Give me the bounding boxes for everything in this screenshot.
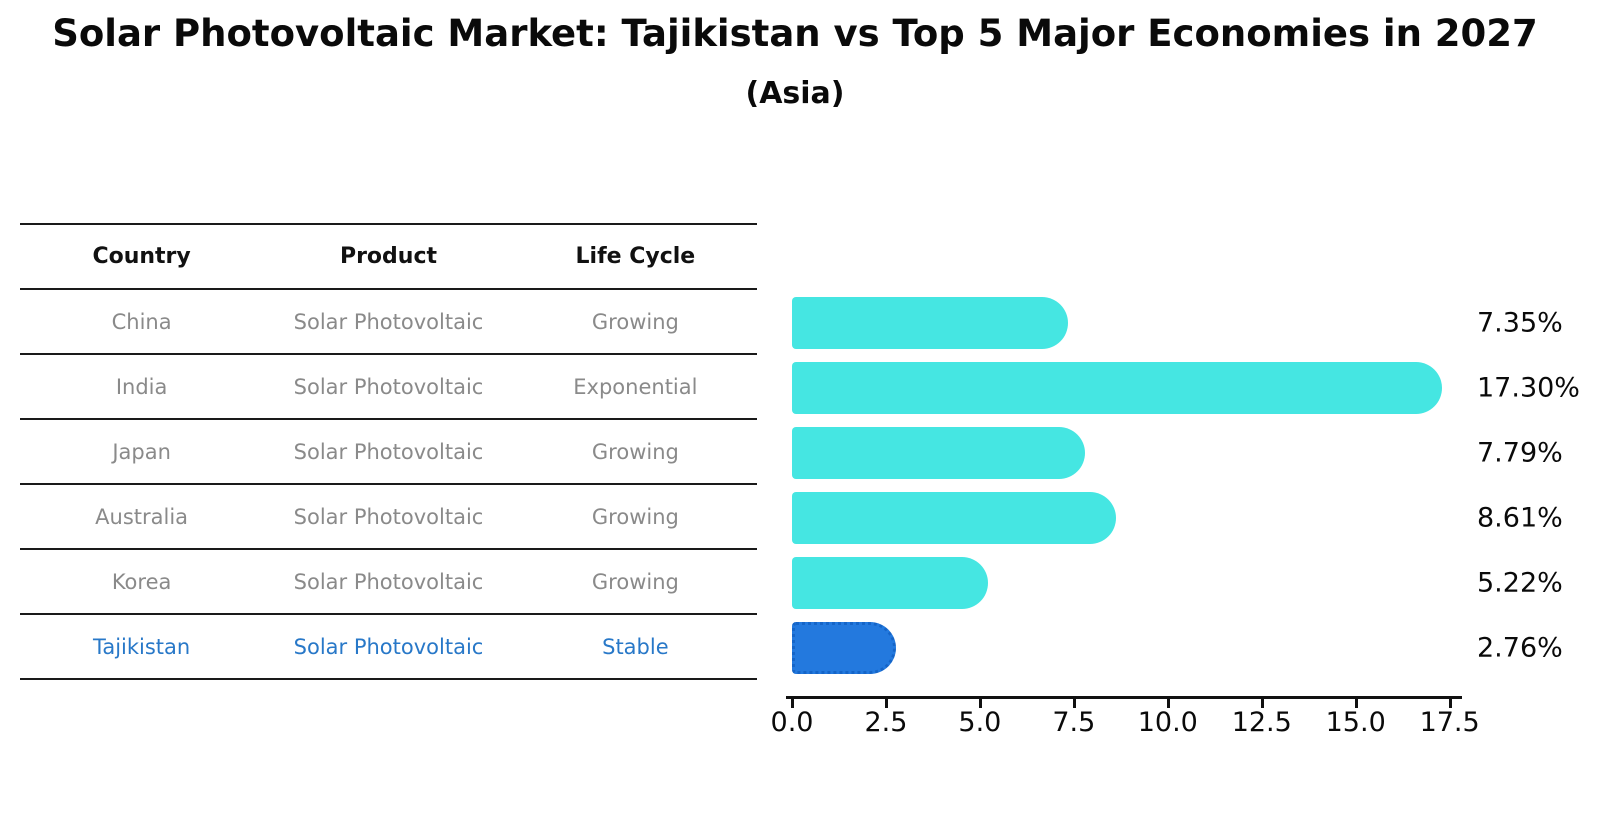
x-axis-tick	[1260, 699, 1264, 708]
cell-country: India	[115, 374, 168, 399]
x-axis-tick	[1354, 699, 1358, 708]
table-row-australia: Australia Solar Photovoltaic Growing	[20, 485, 757, 550]
cell-lifecycle: Growing	[591, 439, 679, 464]
x-axis-tick-label: 2.5	[864, 707, 908, 738]
bar-india	[792, 362, 1443, 414]
cell-lifecycle: Stable	[602, 634, 669, 659]
x-axis-tick	[791, 699, 794, 708]
cell-product: Solar Photovoltaic	[293, 374, 484, 399]
bar-korea	[792, 557, 989, 609]
x-axis-tick-label: 7.5	[1052, 707, 1096, 738]
cell-product: Solar Photovoltaic	[293, 439, 484, 464]
table-body: China Solar Photovoltaic Growing India Solar…	[20, 290, 757, 680]
value-label-australia: 8.61%	[1477, 502, 1563, 534]
x-axis-tick-label: 17.5	[1419, 707, 1480, 738]
cell-country: China	[111, 309, 172, 334]
cell-product: Solar Photovoltaic	[293, 504, 484, 529]
x-axis-tick	[1448, 699, 1452, 708]
x-axis-tick-label: 12.5	[1231, 707, 1292, 738]
table-row-japan: Japan Solar Photovoltaic Growing	[20, 420, 757, 485]
cell-lifecycle: Growing	[591, 504, 679, 529]
x-axis-tick	[1072, 699, 1076, 708]
cell-country: Tajikistan	[92, 634, 191, 659]
value-label-india: 17.30%	[1477, 372, 1580, 404]
x-axis-tick	[1166, 699, 1170, 708]
col-header-lifecycle: Life Cycle	[575, 244, 696, 269]
bar-australia	[792, 492, 1116, 544]
cell-product: Solar Photovoltaic	[293, 569, 484, 594]
bar-japan	[792, 427, 1085, 479]
cell-product: Solar Photovoltaic	[293, 634, 484, 659]
value-label-japan: 7.79%	[1477, 437, 1563, 469]
comparison-table: Country Product Life Cycle China Solar Ph…	[20, 223, 757, 680]
cell-country: Korea	[111, 569, 172, 594]
table-row-india: India Solar Photovoltaic Exponential	[20, 355, 757, 420]
cell-country: Australia	[95, 504, 189, 529]
x-axis-tick-label: 0.0	[770, 707, 814, 738]
col-header-country: Country	[92, 244, 191, 269]
cell-lifecycle: Growing	[591, 309, 679, 334]
bar-china	[792, 297, 1069, 349]
cell-lifecycle: Growing	[591, 569, 679, 594]
bar-tajikistan	[792, 622, 896, 674]
table-row-china: China Solar Photovoltaic Growing	[20, 290, 757, 355]
x-axis-tick	[884, 699, 888, 708]
x-axis-tick-label: 10.0	[1137, 707, 1198, 738]
table-row-tajikistan: Tajikistan Solar Photovoltaic Stable	[20, 615, 757, 680]
x-axis-tick	[978, 699, 982, 708]
col-header-product: Product	[339, 244, 438, 269]
x-axis-line	[786, 696, 1462, 699]
value-label-korea: 5.22%	[1477, 567, 1563, 599]
cell-product: Solar Photovoltaic	[293, 309, 484, 334]
chart-title: Solar Photovoltaic Market: Tajikistan vs…	[52, 12, 1538, 55]
value-label-tajikistan: 2.76%	[1477, 632, 1563, 664]
x-axis-tick-label: 5.0	[958, 707, 1002, 738]
value-label-china: 7.35%	[1477, 307, 1563, 339]
table-row-korea: Korea Solar Photovoltaic Growing	[20, 550, 757, 615]
cell-lifecycle: Exponential	[573, 374, 698, 399]
chart-subtitle: (Asia)	[745, 76, 845, 111]
table-header-row: Country Product Life Cycle	[20, 223, 757, 290]
x-axis-tick-label: 15.0	[1325, 707, 1386, 738]
cell-country: Japan	[112, 439, 171, 464]
